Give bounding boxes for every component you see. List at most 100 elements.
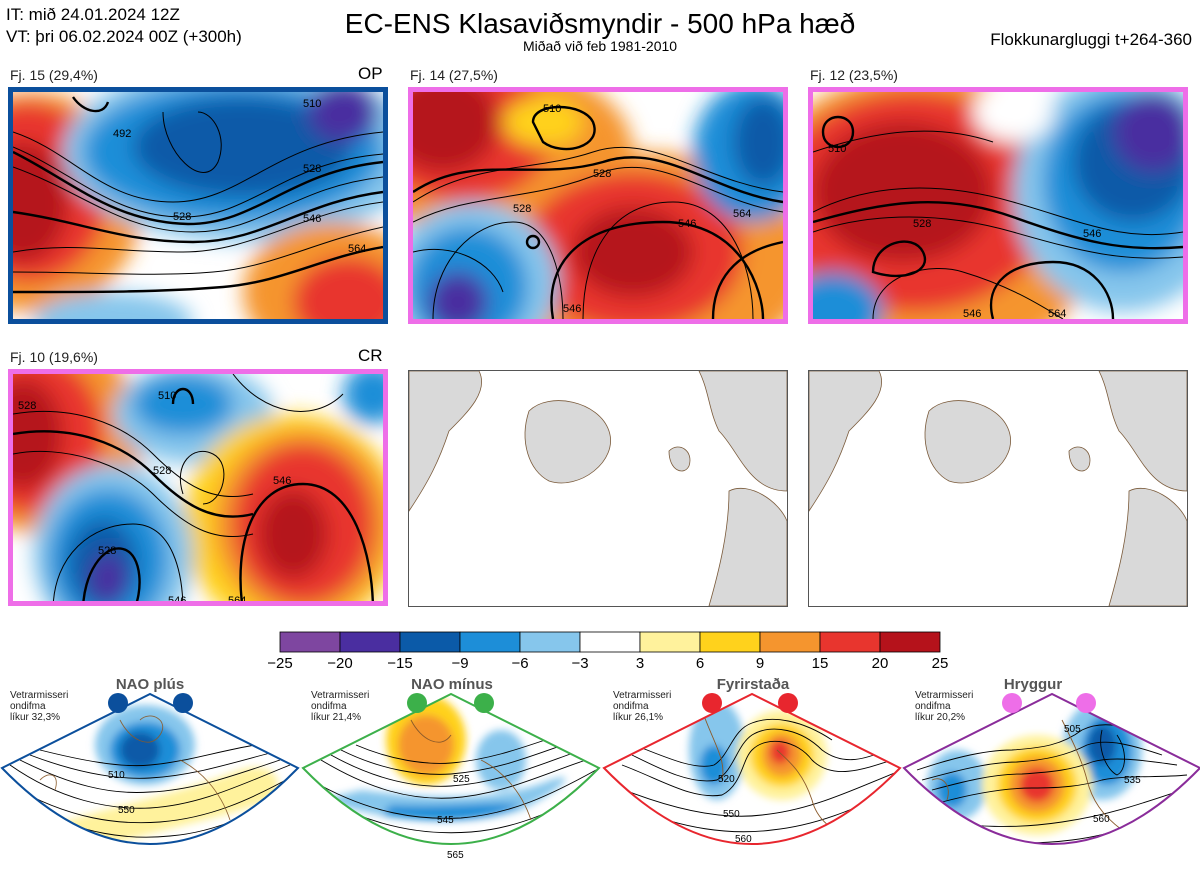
cluster-3-map: 510 528 546 546 564 xyxy=(808,87,1188,324)
regime-1-map: 510 550 xyxy=(0,692,300,845)
colorbar-cell xyxy=(639,631,701,653)
cluster-4-contour-7: 564 xyxy=(228,595,246,606)
regime-2-contour-2: 545 xyxy=(437,815,454,826)
colorbar-cell xyxy=(519,631,581,653)
regime-1-title: NAO plús xyxy=(115,676,185,693)
cluster-2-map: 510 528 528 546 546 564 xyxy=(408,87,788,324)
colorbar-cell xyxy=(459,631,521,653)
colorbar-tick-label: −15 xyxy=(387,655,413,672)
regime-2-info: Vetrarmisseri ondifma líkur 21,4% xyxy=(311,690,369,723)
cluster-4-contour-6: 546 xyxy=(168,595,186,606)
classification-window: Flokkunargluggi t+264-360 xyxy=(990,30,1192,49)
regime-1-info: Vetrarmisseri ondifma líkur 32,3% xyxy=(10,690,68,723)
colorbar-cell xyxy=(579,631,641,653)
cluster-2-contour-5: 546 xyxy=(563,303,581,315)
regime-2-info-line-2: ondifma xyxy=(311,701,347,712)
cluster-3-label: Fj. 12 (23,5%) xyxy=(810,67,898,83)
colorbar-tick-label: 6 xyxy=(695,655,705,672)
regime-4-info-line-2: ondifma xyxy=(915,701,951,712)
colorbar xyxy=(279,631,941,653)
regime-2-contour-1: 525 xyxy=(453,774,470,785)
cluster-1-contour-4: 546 xyxy=(303,213,321,225)
colorbar-tick-label: −3 xyxy=(571,655,589,672)
regime-2-map: 525 545 565 xyxy=(301,692,601,861)
cluster-4-contour-2: 510 xyxy=(158,390,176,402)
regime-3-info-line-2: ondifma xyxy=(613,701,649,712)
cluster-2-contour-2: 528 xyxy=(593,168,611,180)
cluster-4-tag: CR xyxy=(358,346,383,365)
cluster-3-contour-1: 510 xyxy=(828,143,846,155)
empty-map-2 xyxy=(808,370,1188,607)
colorbar-tick-label: −20 xyxy=(327,655,353,672)
page-subtitle: Miðað við feb 1981-2010 xyxy=(522,38,678,54)
cluster-2-contour-6: 564 xyxy=(733,208,751,220)
cluster-1-tag: OP xyxy=(358,64,383,83)
regime-2-info-line-3: líkur 21,4% xyxy=(311,712,362,723)
cluster-3-contour-3: 546 xyxy=(1083,228,1101,240)
colorbar-tick-label: 3 xyxy=(635,655,645,672)
regime-3-info: Vetrarmisseri ondifma líkur 26,1% xyxy=(613,690,671,723)
colorbar-cell xyxy=(819,631,881,653)
cluster-4-contour-5: 528 xyxy=(98,545,116,557)
regime-4-info-line-3: líkur 20,2% xyxy=(915,712,966,723)
regime-4-contour-3: 560 xyxy=(1093,814,1110,825)
cluster-2-contour-3: 528 xyxy=(513,203,531,215)
colorbar-cell xyxy=(759,631,821,653)
colorbar-cell xyxy=(879,631,941,653)
regime-1-info-line-2: ondifma xyxy=(10,701,46,712)
regime-4-info-line-1: Vetrarmisseri xyxy=(915,690,974,701)
init-time: IT: mið 24.01.2024 12Z xyxy=(6,5,180,24)
regime-4-map: 505 535 560 xyxy=(902,692,1200,845)
page-title: EC-ENS Klasaviðsmyndir - 500 hPa hæð xyxy=(344,8,856,39)
regime-3-info-line-1: Vetrarmisseri xyxy=(613,690,672,701)
colorbar-tick-label: 15 xyxy=(811,655,829,672)
regime-1-contour-2: 550 xyxy=(118,805,135,816)
regime-3-contour-2: 550 xyxy=(723,809,740,820)
regime-2-title: NAO mínus xyxy=(411,676,493,693)
regime-3-contour-1: 520 xyxy=(718,774,735,785)
colorbar-cell xyxy=(339,631,401,653)
cluster-1-contour-1: 510 xyxy=(303,98,321,110)
colorbar-cell xyxy=(399,631,461,653)
regime-3-title: Fyrirstaða xyxy=(716,676,790,693)
cluster-4-label: Fj. 10 (19,6%) xyxy=(10,349,98,365)
cluster-4-map: 528 510 528 546 528 546 564 xyxy=(8,369,388,606)
cluster-1-contour-5: 564 xyxy=(348,243,366,255)
colorbar-tick-label: −25 xyxy=(267,655,293,672)
run-times: IT: mið 24.01.2024 12Z VT: þri 06.02.202… xyxy=(6,4,242,48)
regime-4-title: Hryggur xyxy=(1003,676,1063,693)
cluster-1-map: 510 528 528 546 564 492 xyxy=(8,87,388,324)
regime-1-contour-1: 510 xyxy=(108,770,125,781)
colorbar-tick-label: 25 xyxy=(931,655,949,672)
regime-2-info-line-1: Vetrarmisseri xyxy=(311,690,370,701)
regime-4-info: Vetrarmisseri ondifma líkur 20,2% xyxy=(915,690,973,723)
regime-2-contour-3: 565 xyxy=(447,850,464,861)
empty-map-1 xyxy=(408,370,788,607)
regime-4-contour-2: 535 xyxy=(1124,775,1141,786)
cluster-1-label: Fj. 15 (29,4%) xyxy=(10,67,98,83)
cluster-3-contour-4: 546 xyxy=(963,308,981,319)
valid-time: VT: þri 06.02.2024 00Z (+300h) xyxy=(6,27,242,46)
cluster-4-contour-1: 528 xyxy=(18,400,36,412)
regime-3-contour-3: 560 xyxy=(735,834,752,845)
colorbar-tick-label: 20 xyxy=(871,655,889,672)
cluster-1-contour-2: 528 xyxy=(303,163,321,175)
cluster-1-contour-3: 528 xyxy=(173,211,191,223)
colorbar-tick-label: −6 xyxy=(511,655,529,672)
cluster-3-contour-2: 528 xyxy=(913,218,931,230)
cluster-3-contour-5: 564 xyxy=(1048,308,1066,319)
colorbar-cell xyxy=(279,631,341,653)
cluster-1-contour-6: 492 xyxy=(113,128,131,140)
regime-3-map: 520 550 560 xyxy=(602,692,902,845)
colorbar-tick-label: −9 xyxy=(451,655,469,672)
cluster-2-contour-1: 510 xyxy=(543,103,561,115)
cluster-4-contour-4: 546 xyxy=(273,475,291,487)
regime-3-info-line-3: líkur 26,1% xyxy=(613,712,664,723)
cluster-4-contour-3: 528 xyxy=(153,465,171,477)
cluster-2-contour-4: 546 xyxy=(678,218,696,230)
regime-1-info-line-3: líkur 32,3% xyxy=(10,712,61,723)
cluster-2-label: Fj. 14 (27,5%) xyxy=(410,67,498,83)
regime-1-info-line-1: Vetrarmisseri xyxy=(10,690,69,701)
regime-4-contour-1: 505 xyxy=(1064,724,1081,735)
colorbar-tick-label: 9 xyxy=(755,655,765,672)
